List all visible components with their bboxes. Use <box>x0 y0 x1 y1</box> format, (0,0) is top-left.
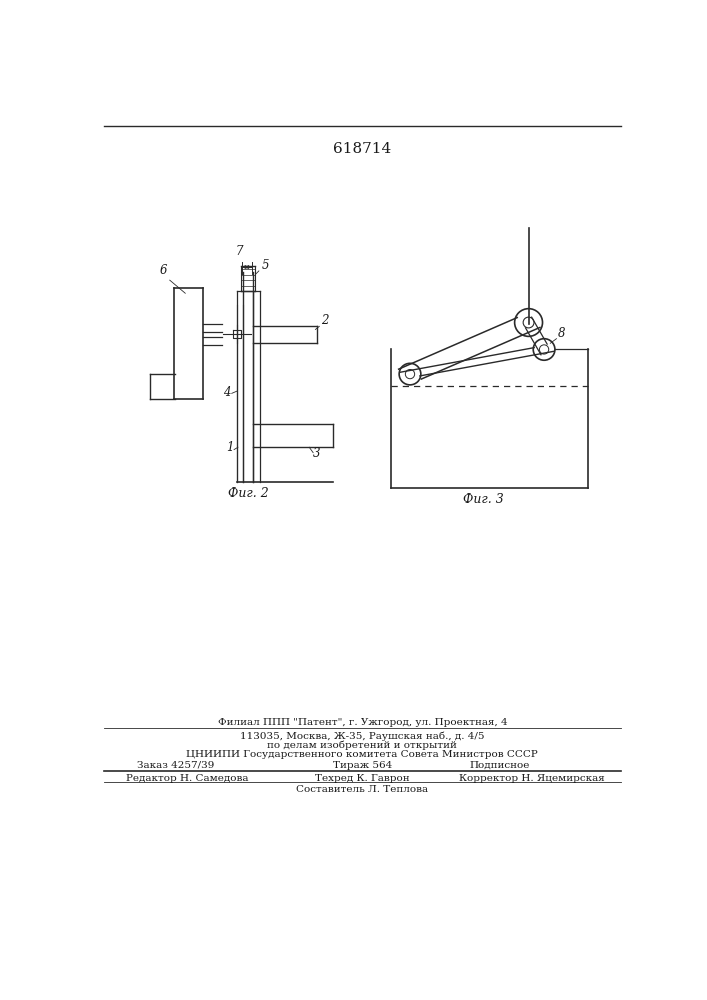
Text: по делам изобретений и открытий: по делам изобретений и открытий <box>267 740 457 750</box>
Text: 3: 3 <box>313 447 321 460</box>
Text: 113035, Москва, Ж-35, Раушская наб., д. 4/5: 113035, Москва, Ж-35, Раушская наб., д. … <box>240 731 484 741</box>
Text: Тираж 564: Тираж 564 <box>333 761 392 770</box>
Text: Подписное: Подписное <box>469 761 530 770</box>
Text: Фиг. 2: Фиг. 2 <box>228 487 269 500</box>
Text: Филиал ППП "Патент", г. Ужгород, ул. Проектная, 4: Филиал ППП "Патент", г. Ужгород, ул. Про… <box>218 718 507 727</box>
Text: 8: 8 <box>557 327 565 340</box>
Text: 6: 6 <box>160 264 168 277</box>
Text: 5: 5 <box>262 259 269 272</box>
Text: Техред К. Гаврон: Техред К. Гаврон <box>315 774 409 783</box>
Text: 1: 1 <box>226 441 233 454</box>
Text: 4: 4 <box>223 386 230 399</box>
Text: 618714: 618714 <box>333 142 391 156</box>
Text: ЦНИИПИ Государственного комитета Совета Министров СССР: ЦНИИПИ Государственного комитета Совета … <box>187 750 538 759</box>
Text: Редактор Н. Самедова: Редактор Н. Самедова <box>126 774 248 783</box>
Text: 7: 7 <box>235 245 243 258</box>
Text: Заказ 4257/39: Заказ 4257/39 <box>137 761 215 770</box>
Text: Фиг. 3: Фиг. 3 <box>463 493 504 506</box>
Text: Корректор Н. Яцемирская: Корректор Н. Яцемирская <box>460 774 605 783</box>
Text: Составитель Л. Теплова: Составитель Л. Теплова <box>296 785 428 794</box>
Text: 2: 2 <box>321 314 329 327</box>
